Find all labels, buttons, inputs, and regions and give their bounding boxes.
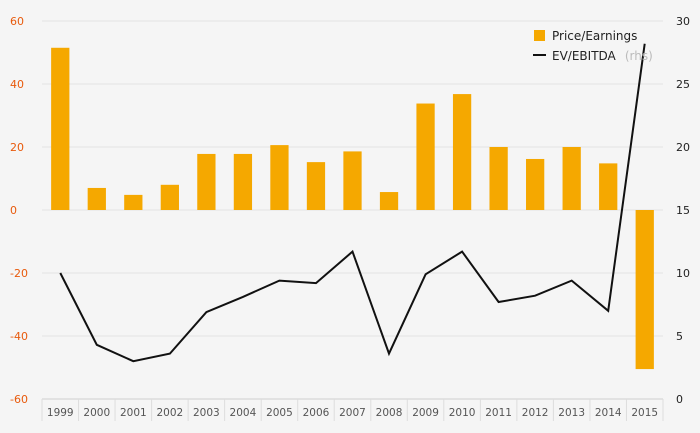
right-tick-label: 10 [676,267,690,280]
bar-2014 [599,163,618,210]
bar-1999 [51,47,70,211]
bar-series-price-earnings [51,47,654,370]
legend-line-note: (rhs) [625,49,653,63]
legend-line-label: EV/EBITDA [552,49,617,63]
x-tick-label: 2010 [449,407,476,419]
ev-ebitda-line [59,43,646,363]
legend-bar-swatch [534,30,545,41]
left-tick-label: 20 [10,141,24,154]
x-tick-label: 2001 [120,407,147,419]
bar-2006 [306,162,326,210]
left-tick-label: -40 [10,330,28,343]
bar-2003 [197,153,216,210]
right-tick-label: 0 [676,393,683,406]
bar-2012 [526,158,545,210]
right-tick-label: 30 [676,15,690,28]
right-tick-label: 25 [676,78,690,91]
x-tick-label: 2014 [595,407,622,419]
x-tick-label: 2003 [193,407,220,419]
x-tick-label: 2011 [485,407,512,419]
left-tick-label: -60 [10,393,28,406]
bar-2009 [416,103,435,210]
left-y-axis: 60 40 20 0 -20 -40 -60 [10,15,28,406]
right-y-axis: 30 25 20 15 10 5 0 [676,15,690,406]
x-tick-label: 2000 [83,407,110,419]
x-tick-label: 2009 [412,407,439,419]
bar-2008 [379,192,399,210]
x-tick-label: 1999 [47,407,74,419]
legend-bar-label: Price/Earnings [552,29,637,43]
bar-2000 [87,187,106,210]
x-tick-label: 2005 [266,407,293,419]
x-tick-label: 2002 [156,407,183,419]
left-tick-label: -20 [10,267,28,280]
bar-2010 [452,94,472,210]
bar-2004 [233,153,253,210]
x-tick-label: 2004 [230,407,257,419]
x-axis: 1999 2000 2001 2002 2003 2004 2005 2006 2007 2008… [41,398,664,421]
right-tick-label: 15 [676,204,690,217]
legend: Price/Earnings EV/EBITDA (rhs) [533,29,653,64]
left-tick-label: 0 [10,204,17,217]
bar-2002 [160,184,179,210]
x-tick-label: 2006 [303,407,330,419]
x-tick-label: 2007 [339,407,366,419]
x-tick-label: 2008 [376,407,403,419]
bar-2011 [489,147,508,210]
right-tick-label: 20 [676,141,690,154]
x-tick-label: 2013 [558,407,585,419]
bar-2001 [124,194,143,210]
left-tick-label: 40 [10,78,24,91]
legend-line-text: EV/EBITDA (rhs) [552,45,653,64]
right-tick-label: 5 [676,330,683,343]
bar-2005 [270,145,289,210]
x-tick-label: 2012 [522,407,549,419]
line-series-ev-ebitda [59,43,646,363]
bar-2015 [635,210,654,370]
bar-2007 [343,151,362,210]
x-tick-label: 2015 [631,407,658,419]
bar-2013 [562,147,581,210]
left-tick-label: 60 [10,15,24,28]
